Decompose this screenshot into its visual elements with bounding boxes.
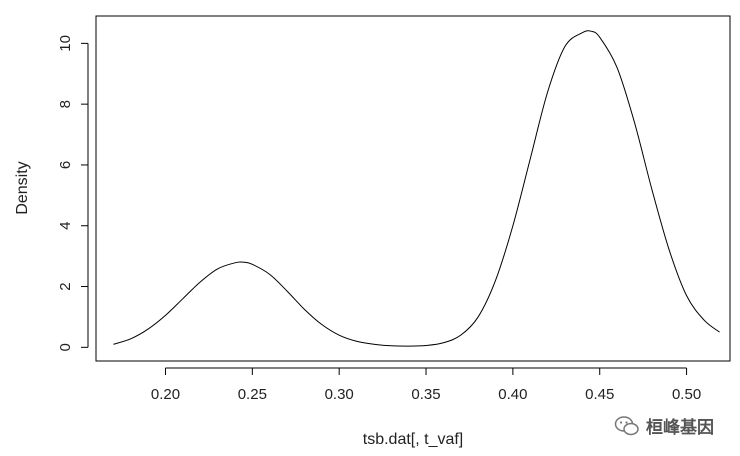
x-tick-label: 0.30 xyxy=(325,386,354,403)
watermark-text: 桓峰基因 xyxy=(646,418,714,438)
y-tick-label: 0 xyxy=(57,343,74,351)
x-tick-label: 0.35 xyxy=(411,386,440,403)
plot-frame xyxy=(95,15,731,362)
y-tick-label: 2 xyxy=(57,282,74,290)
watermark: 桓峰基因 xyxy=(614,413,714,438)
x-axis-label: tsb.dat[, t_vaf] xyxy=(363,431,464,448)
y-tick-label: 6 xyxy=(57,161,74,169)
y-tick-label: 8 xyxy=(57,100,74,108)
x-tick-label: 0.45 xyxy=(585,386,614,403)
y-tick-label: 4 xyxy=(57,222,74,230)
x-tick-label: 0.50 xyxy=(672,386,701,403)
x-tick-label: 0.25 xyxy=(238,386,267,403)
y-tick-label: 10 xyxy=(57,35,74,52)
y-axis-label: Density xyxy=(14,161,31,214)
density-line xyxy=(113,30,720,347)
wechat-icon xyxy=(614,415,639,435)
x-tick-label: 0.40 xyxy=(498,386,527,403)
y-axis: 0 2 4 6 8 10 xyxy=(57,35,89,351)
x-axis: 0.20 0.25 0.30 0.35 0.40 0.45 0.50 xyxy=(151,367,701,403)
x-tick-label: 0.20 xyxy=(151,386,180,403)
